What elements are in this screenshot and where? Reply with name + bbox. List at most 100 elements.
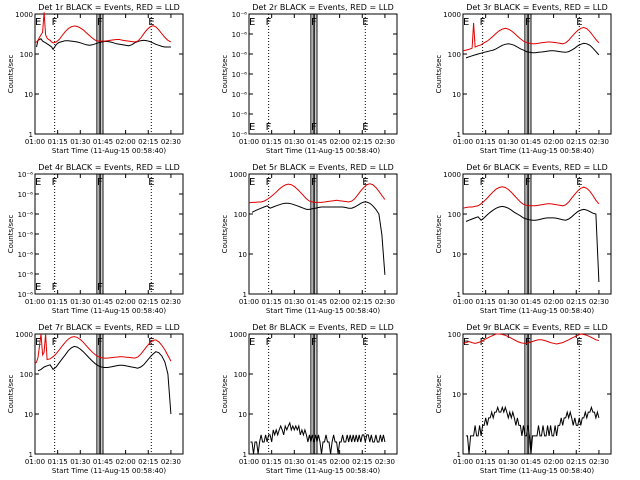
segment-marker: E xyxy=(362,177,368,188)
x-tick-label: 01:15 xyxy=(262,298,282,306)
x-tick-label: 02:30 xyxy=(589,298,609,306)
x-tick-label: 01:30 xyxy=(284,138,304,146)
x-tick-label: 01:45 xyxy=(307,458,327,466)
x-tick-label: 01:45 xyxy=(93,138,113,146)
segment-marker: F xyxy=(311,17,317,28)
x-tick-label: 01:15 xyxy=(476,298,496,306)
y-tick-label: 10⁻⁶ xyxy=(232,11,248,19)
y-tick-label: 10 xyxy=(452,251,461,259)
y-axis-label: Counts/sec xyxy=(221,215,229,254)
x-tick-label: 01:30 xyxy=(498,298,518,306)
segment-marker: E xyxy=(148,177,154,188)
x-tick-label: 01:30 xyxy=(498,138,518,146)
x-tick-label: 01:30 xyxy=(498,458,518,466)
y-tick-label: 1000 xyxy=(15,11,33,19)
segment-marker: F xyxy=(52,282,58,293)
segment-marker: E xyxy=(463,17,469,28)
series-line-lld xyxy=(462,186,600,209)
plot-frame xyxy=(34,173,184,295)
x-tick-label: 02:00 xyxy=(544,458,564,466)
x-tick-label: 02:15 xyxy=(352,458,372,466)
segment-marker: F xyxy=(266,122,272,133)
y-tick-label: 10⁻⁶ xyxy=(18,171,34,179)
plot-frame xyxy=(248,333,398,455)
x-tick-label: 01:30 xyxy=(284,458,304,466)
x-tick-label: 02:00 xyxy=(544,298,564,306)
segment-marker: E xyxy=(249,177,255,188)
y-tick-label: 1000 xyxy=(443,171,461,179)
chart-title: Det 5r BLACK = Events, RED = LLD xyxy=(252,163,394,172)
x-tick-label: 02:15 xyxy=(352,138,372,146)
y-tick-label: 100 xyxy=(20,371,33,379)
y-tick-label: 100 xyxy=(234,211,247,219)
y-tick-label: 10⁻⁶ xyxy=(18,191,34,199)
y-axis-label: Counts/sec xyxy=(7,55,15,94)
series-line-events xyxy=(465,205,600,283)
x-axis-label: Start Time (11-Aug-15 00:58:40) xyxy=(480,307,594,315)
y-tick-label: 1 xyxy=(457,451,461,459)
x-tick-label: 01:45 xyxy=(521,298,541,306)
x-tick-label: 01:00 xyxy=(25,458,45,466)
x-axis-label: Start Time (11-Aug-15 00:58:40) xyxy=(266,307,380,315)
chart-panel-1: Det 1r BLACK = Events, RED = LLD 1 10 100 10… xyxy=(7,3,184,155)
y-tick-label: 10⁻⁶ xyxy=(232,131,248,139)
y-tick-label: 1000 xyxy=(15,331,33,339)
x-tick-label: 01:15 xyxy=(262,138,282,146)
x-tick-label: 02:00 xyxy=(116,458,136,466)
y-tick-label: 1 xyxy=(243,291,247,299)
y-tick-label: 10⁻⁶ xyxy=(18,251,34,259)
chart-panel-9: Det 9r BLACK = Events, RED = LLD 1 10 100 Co… xyxy=(435,323,612,475)
segment-marker: F xyxy=(480,177,486,188)
y-tick-label: 1 xyxy=(29,131,33,139)
series-line-lld xyxy=(462,333,600,345)
chart-title: Det 8r BLACK = Events, RED = LLD xyxy=(252,323,394,332)
plot-frame xyxy=(34,333,184,455)
x-tick-label: 01:00 xyxy=(453,138,473,146)
x-tick-label: 02:00 xyxy=(330,138,350,146)
x-tick-label: 02:00 xyxy=(330,298,350,306)
segment-marker: F xyxy=(311,177,317,188)
chart-panel-2: Det 2r BLACK = Events, RED = LLD 10⁻⁶ 10⁻⁶… xyxy=(221,3,398,155)
y-tick-label: 10 xyxy=(238,411,247,419)
plot-frame xyxy=(462,173,612,295)
segment-marker: F xyxy=(97,337,103,348)
segment-marker: E xyxy=(35,17,41,28)
plot-frame xyxy=(248,173,398,295)
x-tick-label: 01:45 xyxy=(521,138,541,146)
y-tick-label: 10 xyxy=(238,251,247,259)
series-line-lld xyxy=(34,12,172,44)
x-tick-label: 02:00 xyxy=(116,298,136,306)
x-tick-label: 01:30 xyxy=(284,298,304,306)
x-tick-label: 01:15 xyxy=(48,298,68,306)
segment-marker: E xyxy=(35,177,41,188)
chart-title: Det 6r BLACK = Events, RED = LLD xyxy=(466,163,608,172)
y-tick-label: 100 xyxy=(234,371,247,379)
series-line-events xyxy=(37,345,172,415)
y-axis-label: Counts/sec xyxy=(221,55,229,94)
y-tick-label: 1000 xyxy=(229,331,247,339)
x-tick-label: 01:00 xyxy=(453,458,473,466)
y-tick-label: 1 xyxy=(243,451,247,459)
x-tick-label: 01:30 xyxy=(70,138,90,146)
x-tick-label: 01:00 xyxy=(239,458,259,466)
x-tick-label: 01:45 xyxy=(307,138,327,146)
y-tick-label: 10⁻⁶ xyxy=(232,71,248,79)
x-tick-label: 01:15 xyxy=(48,138,68,146)
y-axis-label: Counts/sec xyxy=(7,215,15,254)
x-tick-label: 02:15 xyxy=(138,138,158,146)
plot-frame xyxy=(462,13,612,135)
y-tick-label: 10 xyxy=(452,91,461,99)
x-tick-label: 01:30 xyxy=(70,298,90,306)
y-tick-label: 10 xyxy=(452,391,461,399)
segment-marker: E xyxy=(576,17,582,28)
x-tick-label: 02:15 xyxy=(352,298,372,306)
chart-title: Det 9r BLACK = Events, RED = LLD xyxy=(466,323,608,332)
segment-marker: F xyxy=(97,177,103,188)
y-tick-label: 10 xyxy=(24,411,33,419)
chart-panel-8: Det 8r BLACK = Events, RED = LLD 1 10 100 10… xyxy=(221,323,398,475)
x-tick-label: 02:30 xyxy=(375,458,395,466)
segment-marker: E xyxy=(249,337,255,348)
y-tick-label: 10⁻⁶ xyxy=(18,271,34,279)
x-tick-label: 02:00 xyxy=(116,138,136,146)
